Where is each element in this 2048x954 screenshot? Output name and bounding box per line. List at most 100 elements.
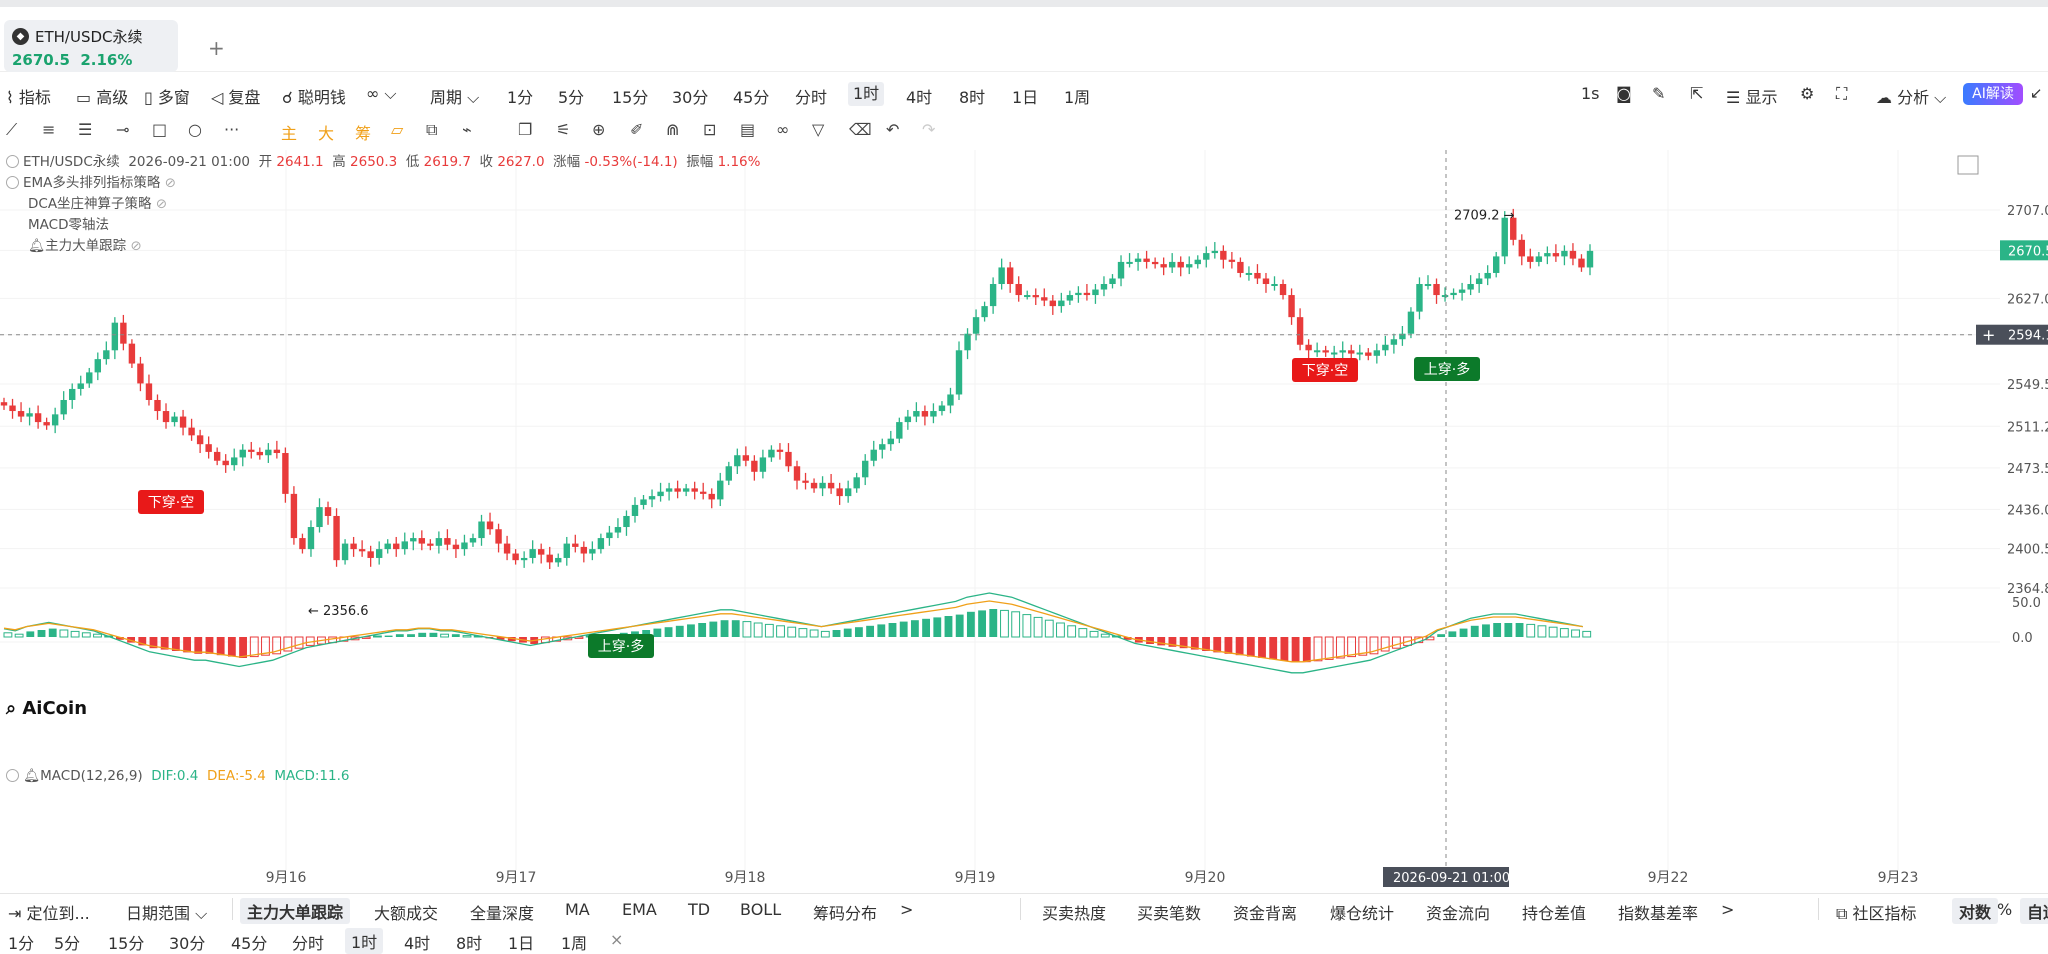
chip-icon[interactable]: 筹 [355,124,372,143]
lock-icon[interactable]: ⊡ [703,120,717,139]
ai-interpret-button[interactable]: AI解读 [1963,83,2023,105]
tab-fund-divergence[interactable]: 资金背离 [1233,904,1298,923]
period-1m[interactable]: 1分 [507,88,534,107]
filter-icon[interactable]: ▽ [812,120,825,139]
tab-td[interactable]: TD [688,900,711,919]
tab-basis-rate[interactable]: 指数基差率 [1618,904,1699,923]
indicator-button[interactable]: ⌇ 指标 [6,88,51,107]
indicator-macd-zero[interactable]: MACD零轴法 [6,215,760,236]
period-bar-1h[interactable]: 1时 [345,928,384,954]
share-icon[interactable]: ⇱ [1690,84,1704,103]
collapse-icon[interactable] [6,176,19,189]
log-scale-toggle[interactable]: 对数 [1952,898,1999,924]
ruler-icon[interactable]: ⚟ [556,120,571,139]
indicator-dca[interactable]: DCA坐庄神算子策略 ⊘ [6,194,760,215]
period-bar-45m[interactable]: 45分 [231,934,268,953]
period-1w[interactable]: 1周 [1064,88,1091,107]
tab-liquidation[interactable]: 爆仓统计 [1330,904,1395,923]
tab-position-diff[interactable]: 持仓差值 [1522,904,1587,923]
more-left-arrow[interactable]: > [900,900,914,919]
undo-icon[interactable]: ↶ [886,120,900,139]
note-icon[interactable]: ▤ [740,120,756,139]
magnet-icon[interactable]: ⋒ [666,120,680,139]
trash-icon[interactable]: ⌫ [849,120,872,139]
period-timeline[interactable]: 分时 [795,88,828,107]
period-bar-timeline[interactable]: 分时 [292,934,325,953]
collapse-icon[interactable] [6,155,19,168]
zoom-in-icon[interactable]: ⊕ [592,120,606,139]
more-tools-icon[interactable]: ··· [224,120,240,139]
link-icon[interactable]: ∞ [776,120,790,139]
tab-boll[interactable]: BOLL [740,900,782,919]
trend-line-icon[interactable]: ⟋ [6,120,18,139]
tab-large-trades[interactable]: 大额成交 [374,904,439,923]
expand-panel-icon[interactable]: ↙ [2030,84,2043,102]
period-bar-15m[interactable]: 15分 [108,934,145,953]
period-bar-1w[interactable]: 1周 [561,934,588,953]
settings-icon[interactable]: ⚙ [1800,84,1815,103]
period-8h[interactable]: 8时 [959,88,986,107]
symbol-tab[interactable]: ◆ ETH/USDC永续 2670.5 2.16% [4,20,178,72]
smart-money-button[interactable]: ☌ 聪明钱 [282,88,346,107]
rectangle-icon[interactable]: □ [152,120,168,139]
parallel-channel-icon[interactable]: ≡ [42,120,56,139]
tab-buy-sell-count[interactable]: 买卖笔数 [1137,904,1202,923]
period-1h[interactable]: 1时 [848,82,885,106]
replay-button[interactable]: ◁ 复盘 [211,88,261,107]
mark-icon[interactable]: ▱ [391,120,404,139]
period-15m[interactable]: 15分 [612,88,649,107]
eye-hidden-icon[interactable]: ⊘ [155,196,168,212]
ellipse-icon[interactable]: ○ [188,120,202,139]
period-bar-8h[interactable]: 8时 [456,934,483,953]
tab-buy-sell-heat[interactable]: 买卖热度 [1042,904,1107,923]
period-1d[interactable]: 1日 [1012,88,1039,107]
chart-type-dropdown[interactable]: ∞ ⌵ [366,84,397,103]
eraser-icon[interactable]: ✐ [630,120,644,139]
locate-button[interactable]: ⇥ 定位到... [8,904,90,923]
percent-scale-toggle[interactable]: % [1997,900,2013,919]
multi-window-button[interactable]: ▯ 多窗 [144,88,190,107]
tab-depth[interactable]: 全量深度 [470,904,535,923]
big-order-icon[interactable]: 大 [318,124,335,143]
period-bar-4h[interactable]: 4时 [404,934,431,953]
period-4h[interactable]: 4时 [906,88,933,107]
tab-ma[interactable]: MA [565,900,590,919]
indicator-big-order[interactable]: 🔔︎主力大单跟踪 ⊘ [6,236,760,257]
horizontal-ray-icon[interactable]: ⊸ [116,120,130,139]
analysis-dropdown[interactable]: ☁ 分析 ⌵ [1876,88,1947,107]
horizontal-lines-icon[interactable]: ☰ [78,120,93,139]
period-dropdown[interactable]: 周期 ⌵ [430,88,480,107]
fullscreen-icon[interactable]: ⛶ [1836,84,1848,103]
add-tab-button[interactable]: + [208,36,225,60]
copy-icon[interactable]: ❐ [518,120,533,139]
period-bar-1m[interactable]: 1分 [8,934,35,953]
period-5m[interactable]: 5分 [558,88,585,107]
more-right-arrow[interactable]: > [1721,900,1735,919]
eye-hidden-icon[interactable]: ⊘ [164,175,177,191]
auto-scale-toggle[interactable]: 自适 [2020,898,2048,924]
advanced-button[interactable]: ▭ 高级 [76,88,129,107]
refresh-1s-button[interactable]: 1s [1581,84,1600,103]
date-range-dropdown[interactable]: 日期范围 ⌵ [126,904,208,923]
period-bar-30m[interactable]: 30分 [169,934,206,953]
collapse-icon[interactable] [6,769,19,782]
camera-icon[interactable]: ◙ [1616,84,1632,103]
tab-big-order[interactable]: 主力大单跟踪 [240,898,351,924]
brush-icon[interactable]: ⌁ [462,120,472,139]
eye-hidden-icon[interactable]: ⊘ [130,238,142,254]
tab-ema[interactable]: EMA [622,900,657,919]
redo-icon[interactable]: ↷ [922,120,936,139]
price-chart[interactable]: 9月16 9月17 9月18 9月19 9月20 9月22 9月23 2707.0 2627.0… [0,150,2048,893]
compare-icon[interactable]: ⧉ [426,120,438,139]
pen-icon[interactable]: ✎ [1652,84,1666,103]
tab-chip[interactable]: 筹码分布 [813,904,878,923]
close-period-bar-icon[interactable]: × [610,930,624,949]
community-indicator-button[interactable]: ⧉ 社区指标 [1836,904,1917,923]
indicator-ema[interactable]: EMA多头排列指标策略 ⊘ [6,173,760,194]
period-bar-5m[interactable]: 5分 [54,934,81,953]
display-button[interactable]: ☰ 显示 [1726,88,1778,107]
period-45m[interactable]: 45分 [733,88,770,107]
tab-fund-flow[interactable]: 资金流向 [1426,904,1491,923]
main-indicator-icon[interactable]: 主 [281,124,298,143]
period-30m[interactable]: 30分 [672,88,709,107]
